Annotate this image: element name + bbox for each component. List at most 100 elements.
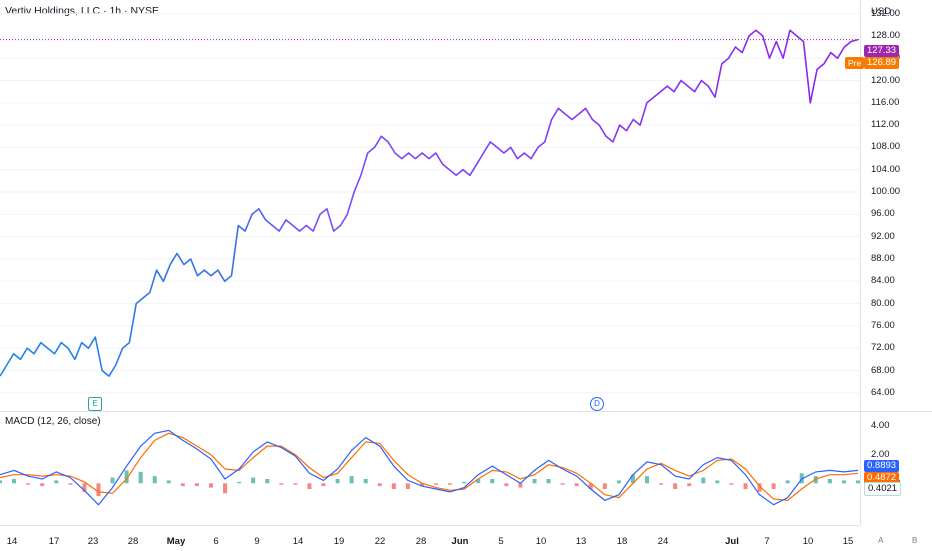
macd-histogram-bar bbox=[574, 483, 579, 487]
macd-histogram-bar bbox=[391, 483, 396, 489]
price-tick-label: 72.00 bbox=[871, 342, 895, 354]
macd-tick-label: 4.00 bbox=[871, 420, 890, 432]
signal-value-tag: 0.4872 bbox=[864, 472, 900, 484]
time-tick-label: May bbox=[166, 536, 186, 547]
macd-histogram-bar bbox=[448, 483, 453, 485]
price-tick-label: 132.00 bbox=[871, 7, 901, 19]
macd-histogram-bar bbox=[349, 476, 354, 484]
macd-histogram-bar bbox=[659, 483, 664, 485]
macd-histogram-bar bbox=[602, 483, 607, 489]
macd-histogram-bar bbox=[518, 483, 523, 488]
price-tick-label: 84.00 bbox=[871, 275, 895, 287]
macd-line bbox=[0, 429, 859, 506]
price-tick-label: 100.00 bbox=[871, 186, 901, 198]
time-tick-label: 5 bbox=[498, 536, 504, 547]
macd-histogram-bar bbox=[96, 483, 101, 497]
price-tick-label: 92.00 bbox=[871, 230, 895, 242]
macd-histogram-bar bbox=[180, 483, 185, 487]
macd-histogram-bar bbox=[82, 483, 87, 492]
macd-histogram-bar bbox=[588, 483, 593, 489]
dividend-event-icon[interactable]: D bbox=[590, 397, 604, 411]
macd-histogram-bar bbox=[645, 476, 650, 484]
time-tick-label: 14 bbox=[292, 536, 304, 547]
time-tick-label: 23 bbox=[87, 536, 99, 547]
macd-signal-line bbox=[0, 432, 859, 502]
macd-histogram-bar bbox=[616, 480, 621, 484]
macd-histogram-bar bbox=[363, 479, 368, 484]
time-tick-label: Jul bbox=[725, 536, 739, 547]
macd-histogram-bar bbox=[152, 476, 157, 484]
macd-histogram-bar bbox=[237, 481, 242, 484]
macd-histogram-bar bbox=[405, 483, 410, 489]
price-chart[interactable] bbox=[0, 0, 860, 412]
time-tick-label: Jun bbox=[451, 536, 469, 547]
macd-histogram-bar bbox=[673, 483, 678, 489]
price-tick-label: 108.00 bbox=[871, 141, 901, 153]
time-tick-label: 22 bbox=[374, 536, 386, 547]
price-tick-label: 120.00 bbox=[871, 74, 901, 86]
price-tick-label: 88.00 bbox=[871, 252, 895, 264]
macd-histogram-bar bbox=[771, 483, 776, 489]
macd-histogram-bar bbox=[532, 479, 537, 484]
price-tick-label: 68.00 bbox=[871, 364, 895, 376]
price-tick-label: 128.00 bbox=[871, 29, 901, 41]
auto-scale-button[interactable]: A bbox=[878, 536, 884, 545]
macd-histogram-bar bbox=[785, 480, 790, 484]
macd-histogram-bar bbox=[827, 479, 832, 484]
macd-histogram-bar bbox=[729, 483, 734, 485]
macd-histogram-bar bbox=[856, 480, 860, 484]
price-tick-label: 96.00 bbox=[871, 208, 895, 220]
pane-divider bbox=[0, 411, 932, 412]
log-scale-button[interactable]: B bbox=[912, 536, 918, 545]
macd-histogram-bar bbox=[701, 477, 706, 484]
macd-histogram-bar bbox=[293, 483, 298, 485]
macd-histogram-bar bbox=[68, 483, 73, 485]
macd-histogram-bar bbox=[40, 483, 45, 487]
macd-histogram-bar bbox=[476, 479, 481, 484]
price-tick-label: 112.00 bbox=[871, 119, 900, 131]
macd-histogram-bar bbox=[265, 479, 270, 484]
macd-histogram-bar bbox=[757, 483, 762, 492]
macd-histogram-bar bbox=[799, 473, 804, 484]
time-tick-label: 6 bbox=[213, 536, 219, 547]
time-tick-label: 10 bbox=[535, 536, 547, 547]
macd-histogram-bar bbox=[110, 477, 115, 484]
price-axis[interactable]: 132.00128.00124.00120.00116.00112.00108.… bbox=[860, 0, 932, 525]
macd-histogram-bar bbox=[223, 483, 228, 494]
macd-title: MACD (12, 26, close) bbox=[5, 416, 101, 427]
pre-market-price-tag: 126.89 bbox=[864, 57, 900, 69]
macd-histogram-bar bbox=[279, 483, 284, 485]
earnings-event-icon[interactable]: E bbox=[88, 397, 102, 411]
macd-histogram-bar bbox=[546, 479, 551, 484]
macd-chart[interactable] bbox=[0, 413, 860, 525]
time-tick-label: 13 bbox=[575, 536, 587, 547]
macd-histogram-bar bbox=[462, 481, 467, 484]
macd-histogram-bar bbox=[194, 483, 199, 487]
pre-market-tag: Pre bbox=[845, 57, 865, 69]
time-tick-label: 7 bbox=[764, 536, 770, 547]
macd-histogram-bar bbox=[251, 477, 256, 484]
macd-histogram-bar bbox=[0, 480, 2, 484]
time-tick-label: 19 bbox=[333, 536, 345, 547]
macd-histogram-bar bbox=[12, 479, 17, 484]
macd-histogram-bar bbox=[560, 483, 565, 485]
macd-value-tag: 0.8893 bbox=[864, 460, 900, 472]
time-axis[interactable] bbox=[0, 525, 860, 551]
macd-histogram-bar bbox=[419, 483, 424, 487]
time-tick-label: 24 bbox=[657, 536, 669, 547]
time-tick-label: 17 bbox=[48, 536, 60, 547]
price-series-line bbox=[0, 29, 859, 377]
price-tick-label: 76.00 bbox=[871, 319, 895, 331]
macd-histogram-bar bbox=[841, 480, 846, 484]
macd-histogram-bar bbox=[307, 483, 312, 489]
time-tick-label: 18 bbox=[616, 536, 628, 547]
time-tick-label: 15 bbox=[842, 536, 854, 547]
macd-histogram-bar bbox=[208, 483, 213, 488]
histogram-value-tag: 0.4021 bbox=[864, 482, 902, 496]
price-tick-label: 104.00 bbox=[871, 163, 901, 175]
time-tick-label: 28 bbox=[127, 536, 139, 547]
last-price-tag: 127.33 bbox=[864, 45, 900, 57]
time-tick-label: 28 bbox=[415, 536, 427, 547]
macd-histogram-bar bbox=[504, 483, 509, 487]
macd-histogram-bar bbox=[138, 471, 143, 484]
